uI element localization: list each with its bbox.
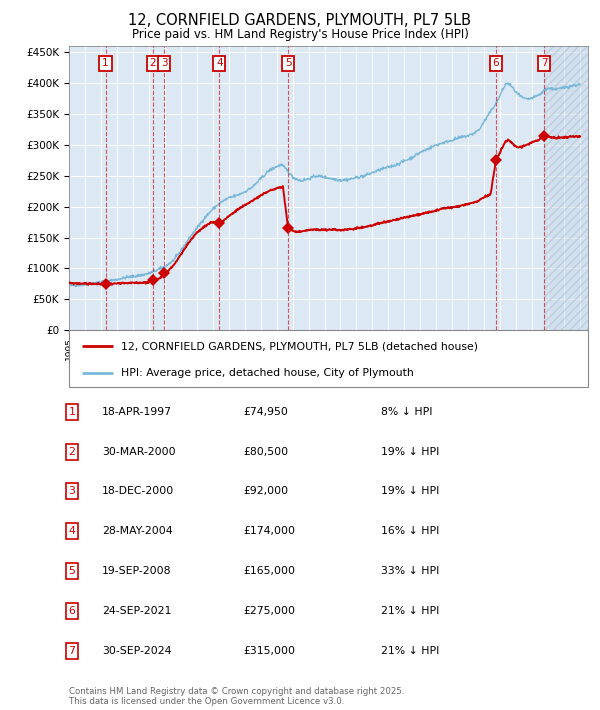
Text: 21% ↓ HPI: 21% ↓ HPI — [381, 646, 439, 656]
Text: 8% ↓ HPI: 8% ↓ HPI — [381, 407, 433, 417]
Text: 21% ↓ HPI: 21% ↓ HPI — [381, 606, 439, 616]
Text: 2: 2 — [68, 447, 76, 457]
Text: 18-APR-1997: 18-APR-1997 — [102, 407, 172, 417]
Text: 18-DEC-2000: 18-DEC-2000 — [102, 486, 174, 496]
Text: 7: 7 — [68, 646, 76, 656]
Text: £165,000: £165,000 — [243, 566, 295, 577]
Text: 12, CORNFIELD GARDENS, PLYMOUTH, PL7 5LB (detached house): 12, CORNFIELD GARDENS, PLYMOUTH, PL7 5LB… — [121, 341, 478, 351]
Text: 12, CORNFIELD GARDENS, PLYMOUTH, PL7 5LB: 12, CORNFIELD GARDENS, PLYMOUTH, PL7 5LB — [128, 13, 472, 28]
Text: £315,000: £315,000 — [243, 646, 295, 656]
Text: 19-SEP-2008: 19-SEP-2008 — [102, 566, 172, 577]
Text: 30-MAR-2000: 30-MAR-2000 — [102, 447, 176, 457]
Text: 5: 5 — [68, 566, 76, 577]
Text: 7: 7 — [541, 58, 547, 68]
Text: 30-SEP-2024: 30-SEP-2024 — [102, 646, 172, 656]
Text: 16% ↓ HPI: 16% ↓ HPI — [381, 526, 439, 536]
Text: 1: 1 — [68, 407, 76, 417]
Text: Contains HM Land Registry data © Crown copyright and database right 2025.
This d: Contains HM Land Registry data © Crown c… — [69, 687, 404, 706]
Text: 6: 6 — [493, 58, 499, 68]
Text: 19% ↓ HPI: 19% ↓ HPI — [381, 447, 439, 457]
Text: 4: 4 — [68, 526, 76, 536]
Bar — [544, 46, 588, 330]
Text: £174,000: £174,000 — [243, 526, 295, 536]
Text: £74,950: £74,950 — [243, 407, 288, 417]
Text: 1: 1 — [102, 58, 109, 68]
Text: 19% ↓ HPI: 19% ↓ HPI — [381, 486, 439, 496]
FancyBboxPatch shape — [69, 330, 588, 387]
Text: 2: 2 — [149, 58, 156, 68]
Text: £80,500: £80,500 — [243, 447, 288, 457]
Text: £92,000: £92,000 — [243, 486, 288, 496]
Text: 4: 4 — [216, 58, 223, 68]
Text: £275,000: £275,000 — [243, 606, 295, 616]
Text: 5: 5 — [285, 58, 292, 68]
Text: 33% ↓ HPI: 33% ↓ HPI — [381, 566, 439, 577]
Text: HPI: Average price, detached house, City of Plymouth: HPI: Average price, detached house, City… — [121, 368, 413, 378]
Text: 6: 6 — [68, 606, 76, 616]
Text: 28-MAY-2004: 28-MAY-2004 — [102, 526, 173, 536]
Text: Price paid vs. HM Land Registry's House Price Index (HPI): Price paid vs. HM Land Registry's House … — [131, 28, 469, 41]
Text: 3: 3 — [161, 58, 167, 68]
Text: 3: 3 — [68, 486, 76, 496]
Text: 24-SEP-2021: 24-SEP-2021 — [102, 606, 172, 616]
